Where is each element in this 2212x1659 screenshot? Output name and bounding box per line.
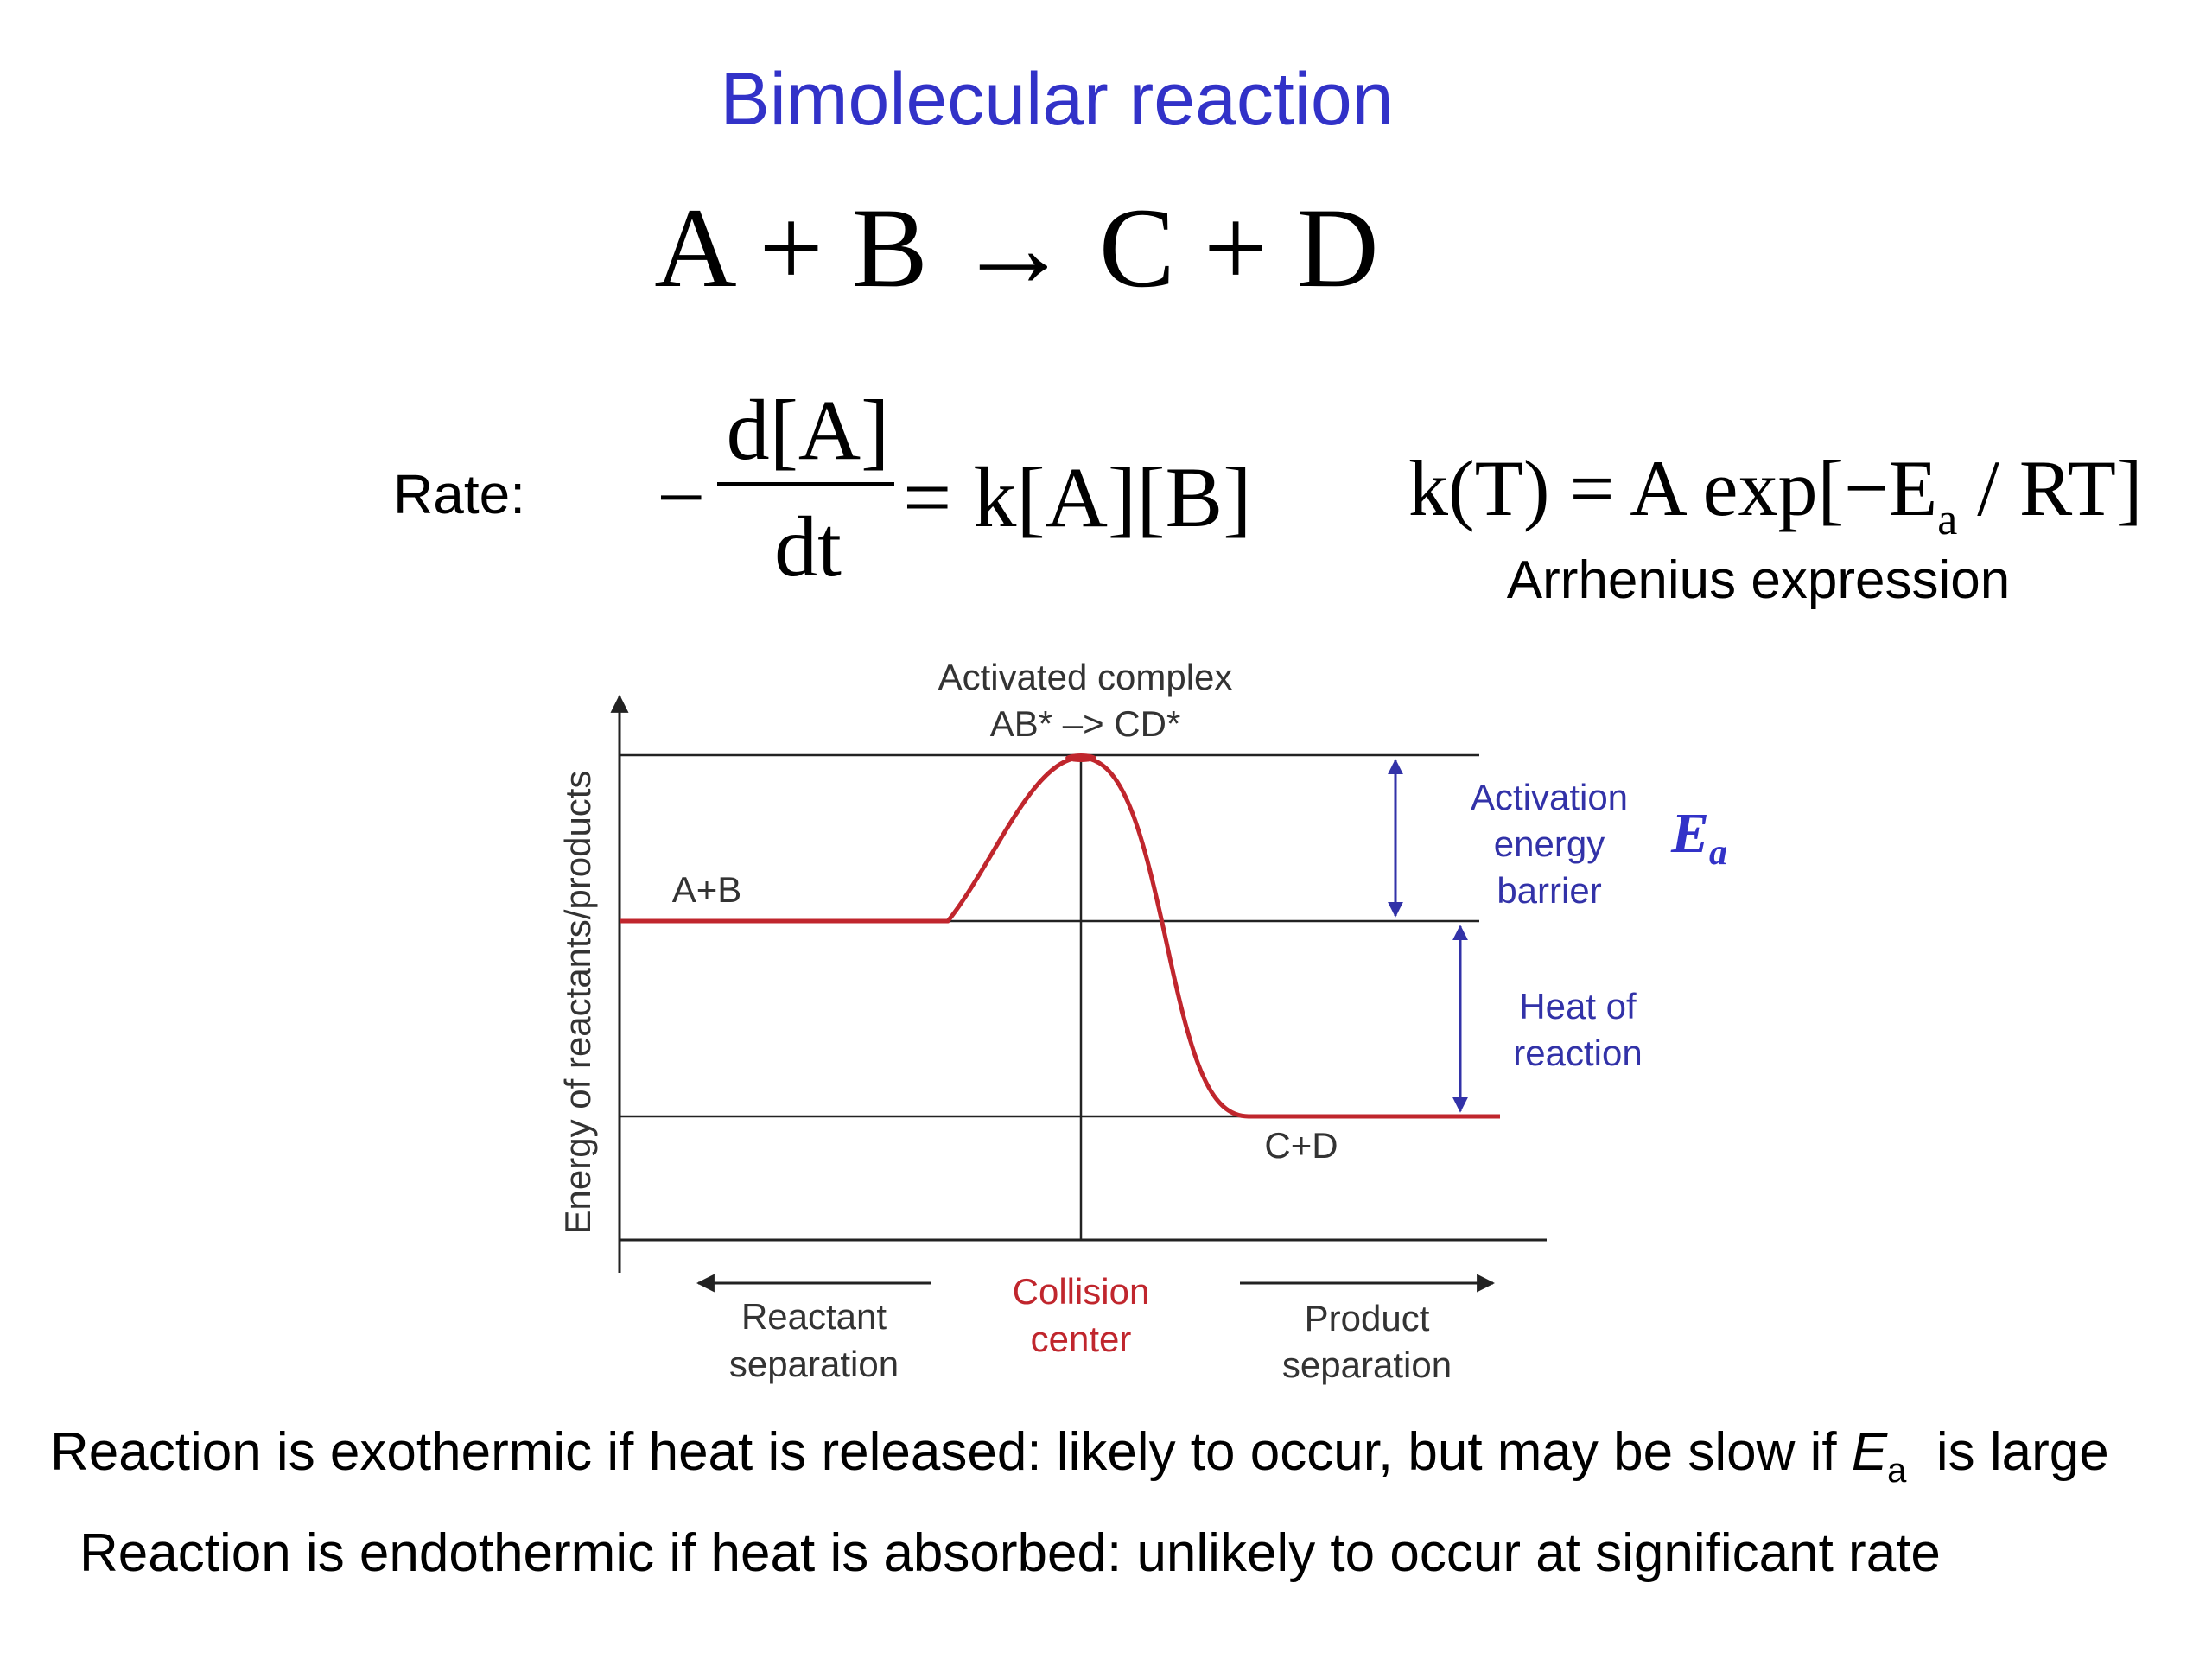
- reaction-equation: A + B → C + D: [654, 184, 1379, 311]
- rate-denominator: dt: [774, 499, 842, 594]
- collision-center-line-1: Collision: [1013, 1271, 1150, 1312]
- reactant-separation-line-2: separation: [729, 1344, 899, 1384]
- reactants-label: A+B: [672, 869, 742, 910]
- exothermic-note-end: is large: [1906, 1422, 2109, 1482]
- product-separation-line-1: Product: [1305, 1298, 1430, 1338]
- rate-rhs: = k[A][B]: [903, 449, 1252, 545]
- arrhenius-sub: a: [1937, 495, 1958, 544]
- exothermic-note-ea: E: [1851, 1422, 1888, 1482]
- arrhenius-label: Arrhenius expression: [1506, 550, 2011, 610]
- activation-label-line-3: barrier: [1497, 870, 1601, 911]
- rate-minus: −: [657, 449, 706, 545]
- rate-law: − d[A] dt = k[A][B]: [657, 380, 1305, 596]
- exothermic-note-ea-sub: a: [1887, 1452, 1907, 1490]
- products-label: C+D: [1264, 1125, 1338, 1166]
- product-separation-line-2: separation: [1282, 1344, 1452, 1385]
- y-axis-label: Energy of reactants/products: [557, 771, 598, 1235]
- reaction-curve: [620, 755, 1500, 1119]
- collision-center-line-2: center: [1031, 1319, 1132, 1359]
- activation-label-line-2: energy: [1494, 823, 1605, 864]
- exothermic-note: Reaction is exothermic if heat is releas…: [50, 1421, 2109, 1491]
- transition-state-marker: [1065, 753, 1096, 762]
- activated-complex-label: Activated complex: [938, 657, 1233, 697]
- activated-complex-species: AB* –> CD*: [990, 703, 1181, 744]
- arrhenius-lhs: k(T) = A exp[−E: [1408, 444, 1938, 532]
- rate-label: Rate:: [393, 463, 525, 525]
- arrhenius-equation: k(T) = A exp[−Ea / RT]: [1408, 442, 2143, 545]
- ea-symbol-main: E: [1670, 802, 1709, 865]
- heat-label-line-1: Heat of: [1519, 986, 1637, 1027]
- exothermic-note-text: Reaction is exothermic if heat is releas…: [50, 1422, 1852, 1482]
- arrhenius-rhs: / RT]: [1957, 444, 2143, 532]
- rate-numerator: d[A]: [726, 382, 890, 478]
- activation-label-line-1: Activation: [1471, 777, 1628, 817]
- ea-symbol: Ea: [1670, 802, 1727, 873]
- endothermic-note: Reaction is endothermic if heat is absor…: [79, 1523, 1941, 1583]
- heat-label-line-2: reaction: [1513, 1033, 1642, 1073]
- reactant-separation-line-1: Reactant: [741, 1296, 887, 1337]
- fraction-bar: [717, 482, 894, 486]
- page-title: Bimolecular reaction: [720, 58, 1394, 141]
- ea-symbol-sub: a: [1709, 833, 1727, 873]
